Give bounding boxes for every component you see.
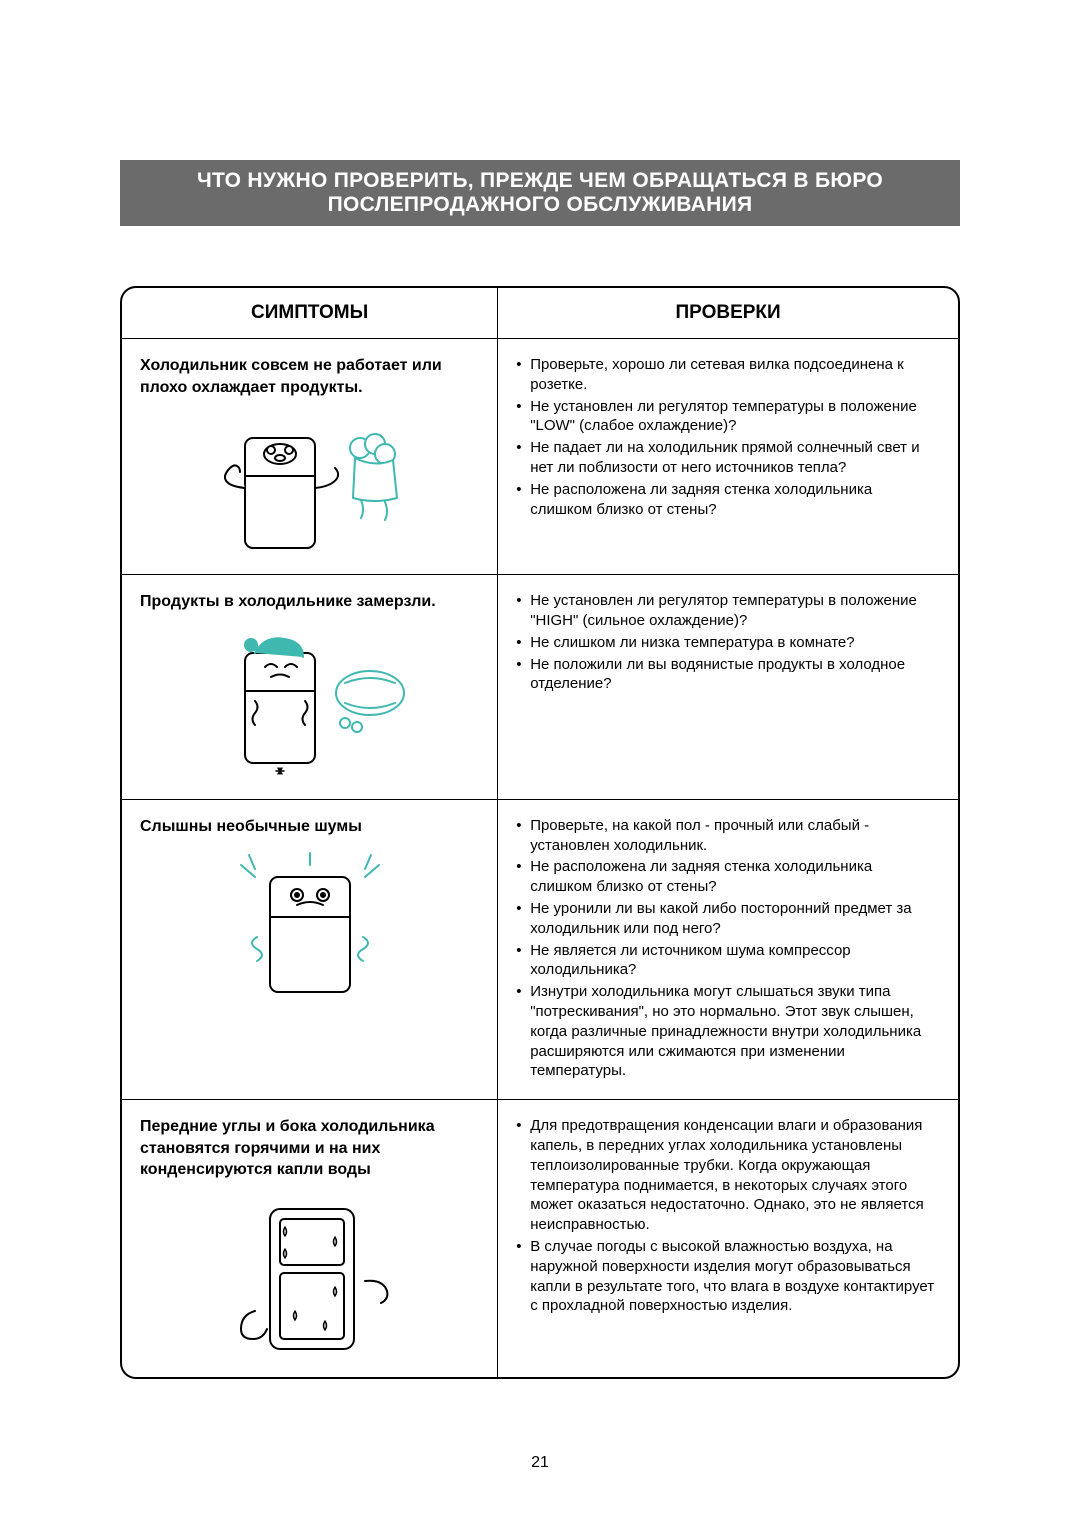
fridge-not-cooling-icon (140, 408, 479, 558)
check-item: Не положили ли вы водянистые продукты в … (516, 655, 938, 695)
check-item: В случае погоды с высокой влажностью воз… (516, 1237, 938, 1316)
check-item: Не слишком ли низка температура в комнат… (516, 633, 938, 653)
fridge-freezing-icon (140, 623, 479, 783)
check-item: Не падает ли на холодильник прямой солне… (516, 438, 938, 478)
checks-list: Проверьте, хорошо ли сетевая вилка подсо… (516, 355, 938, 519)
table-row: Продукты в холодильнике замерзли. (122, 574, 958, 799)
check-item: Проверьте, хорошо ли сетевая вилка подсо… (516, 355, 938, 395)
check-item: Не расположена ли задняя стенка холодиль… (516, 480, 938, 520)
check-item: Не расположена ли задняя стенка холодиль… (516, 857, 938, 897)
symptom-title: Слышны необычные шумы (140, 816, 479, 838)
checks-cell: Не установлен ли регулятор температуры в… (498, 575, 958, 799)
symptom-cell: Слышны необычные шумы (122, 800, 498, 1099)
checks-list: Проверьте, на какой пол - прочный или сл… (516, 816, 938, 1081)
checks-cell: Проверьте, на какой пол - прочный или сл… (498, 800, 958, 1099)
page: ЧТО НУЖНО ПРОВЕРИТЬ, ПРЕЖДЕ ЧЕМ ОБРАЩАТЬ… (0, 0, 1080, 1528)
fridge-noise-icon (140, 847, 479, 1007)
troubleshoot-table: СИМПТОМЫ ПРОВЕРКИ Холодильник совсем не … (120, 286, 960, 1379)
check-item: Не является ли источником шума компрессо… (516, 941, 938, 981)
checks-cell: Для предотвращения конденсации влаги и о… (498, 1100, 958, 1377)
symptom-cell: Продукты в холодильнике замерзли. (122, 575, 498, 799)
symptom-cell: Передние углы и бока холодильника станов… (122, 1100, 498, 1377)
check-item: Для предотвращения конденсации влаги и о… (516, 1116, 938, 1235)
table-header-row: СИМПТОМЫ ПРОВЕРКИ (122, 288, 958, 338)
check-item: Не уронили ли вы какой либо посторонний … (516, 899, 938, 939)
checks-list: Для предотвращения конденсации влаги и о… (516, 1116, 938, 1316)
col-header-symptoms: СИМПТОМЫ (122, 288, 498, 338)
table-row: Слышны необычные шумы (122, 799, 958, 1099)
fridge-condensation-icon (140, 1191, 479, 1361)
symptom-title: Холодильник совсем не работает или плохо… (140, 355, 479, 398)
symptom-title: Продукты в холодильнике замерзли. (140, 591, 479, 613)
table-row: Передние углы и бока холодильника станов… (122, 1099, 958, 1377)
check-item: Не установлен ли регулятор температуры в… (516, 397, 938, 437)
col-header-checks: ПРОВЕРКИ (498, 288, 958, 338)
page-title: ЧТО НУЖНО ПРОВЕРИТЬ, ПРЕЖДЕ ЧЕМ ОБРАЩАТЬ… (120, 160, 960, 226)
table-row: Холодильник совсем не работает или плохо… (122, 338, 958, 574)
check-item: Проверьте, на какой пол - прочный или сл… (516, 816, 938, 856)
checks-cell: Проверьте, хорошо ли сетевая вилка подсо… (498, 339, 958, 574)
page-number: 21 (0, 1454, 1080, 1472)
check-item: Не установлен ли регулятор температуры в… (516, 591, 938, 631)
symptom-title: Передние углы и бока холодильника станов… (140, 1116, 479, 1181)
checks-list: Не установлен ли регулятор температуры в… (516, 591, 938, 694)
symptom-cell: Холодильник совсем не работает или плохо… (122, 339, 498, 574)
check-item: Изнутри холодильника могут слышаться зву… (516, 982, 938, 1081)
